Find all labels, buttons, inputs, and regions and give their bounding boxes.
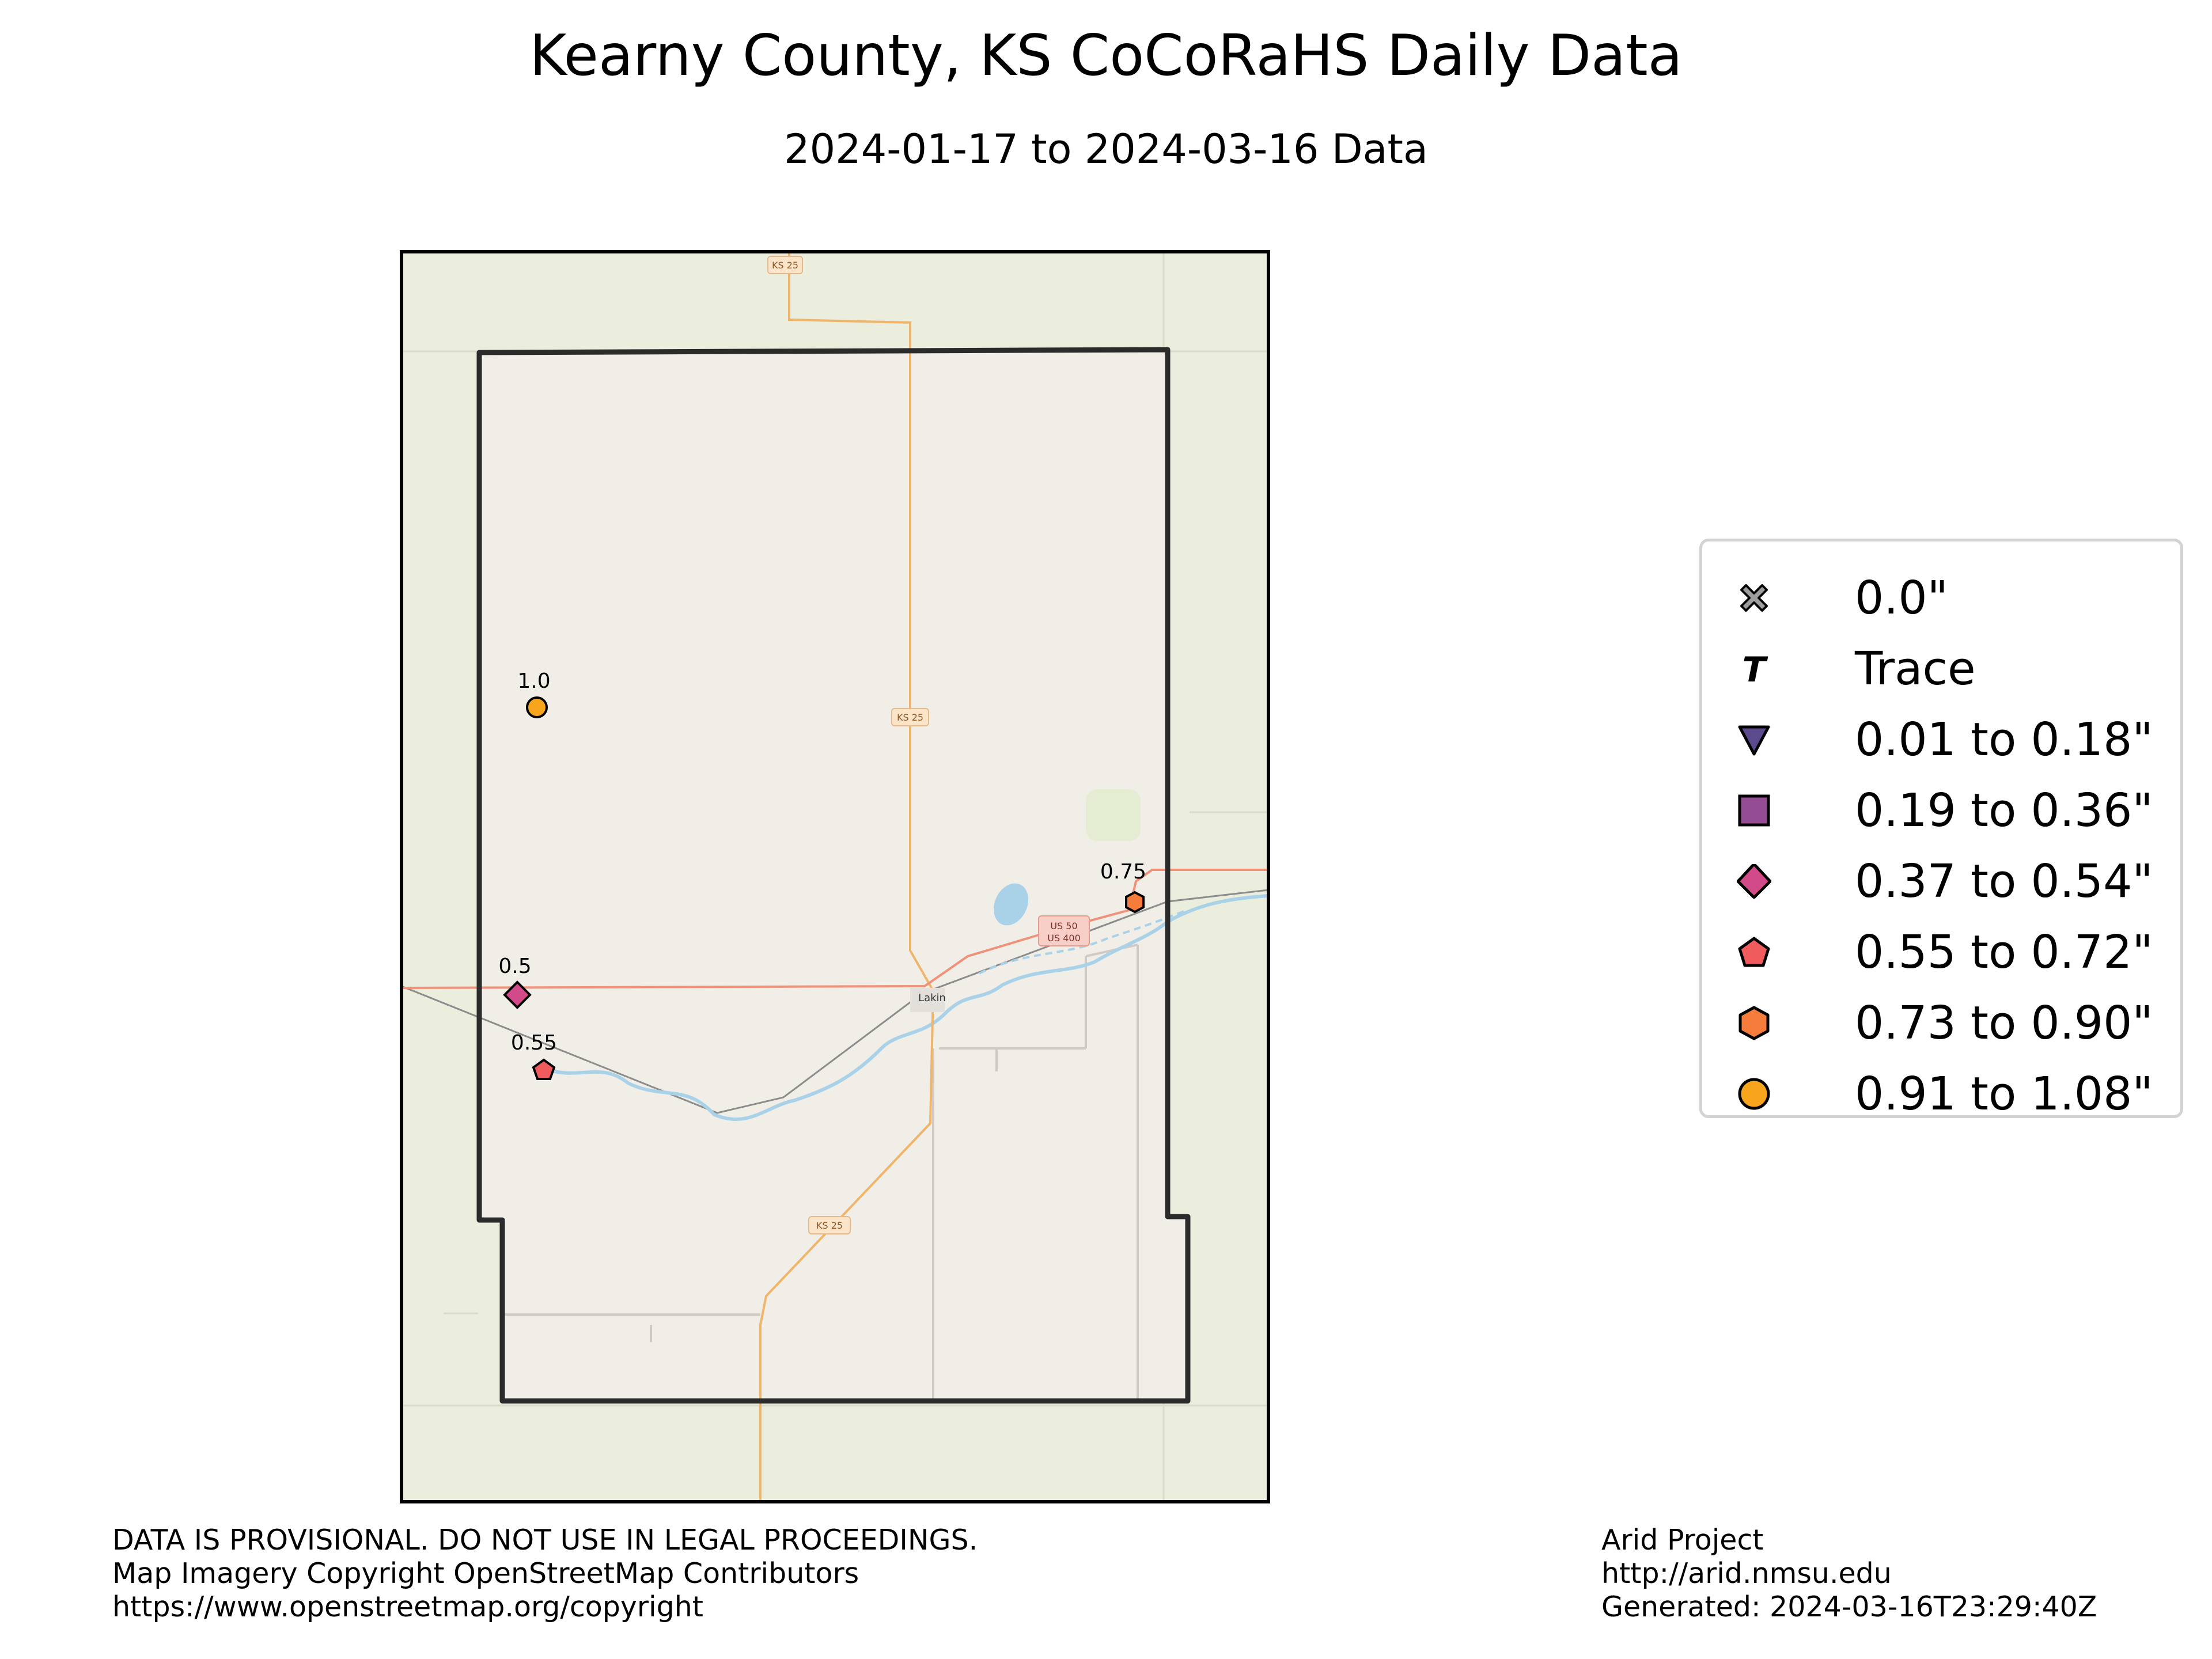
station-diamond-icon <box>503 980 532 1009</box>
lake <box>993 883 1029 926</box>
footer-line: DATA IS PROVISIONAL. DO NOT USE IN LEGAL… <box>112 1524 978 1556</box>
x-icon <box>1740 584 1768 612</box>
legend-label: 0.37 to 0.54" <box>1855 855 2153 908</box>
legend-item: 0.91 to 1.08" <box>1702 1059 2180 1128</box>
road-label: KS 25 <box>897 712 923 723</box>
footer-disclaimer: DATA IS PROVISIONAL. DO NOT USE IN LEGAL… <box>112 1524 978 1624</box>
footer-line: Map Imagery Copyright OpenStreetMap Cont… <box>112 1557 859 1590</box>
town-label: Lakin <box>918 992 946 1004</box>
station-value-label: 1.0 <box>517 669 550 693</box>
station-value-label: 0.75 <box>1100 860 1146 884</box>
footer-line: http://arid.nmsu.edu <box>1601 1557 1892 1590</box>
legend-item: T Trace <box>1702 634 2180 703</box>
map-frame <box>400 250 1270 1503</box>
legend-label: 0.91 to 1.08" <box>1855 1067 2153 1120</box>
diamond-icon <box>1737 864 1771 899</box>
triangle-down-icon <box>1738 725 1770 756</box>
legend-label: 0.01 to 0.18" <box>1855 713 2153 766</box>
legend: 0.0" T Trace 0.01 to 0.18" 0.19 to 0.36"… <box>1699 539 2183 1120</box>
station-value-label: 0.5 <box>498 955 531 978</box>
chart-subtitle: 2024-01-17 to 2024-03-16 Data <box>784 126 1428 173</box>
chart-title: Kearny County, KS CoCoRaHS Daily Data <box>529 23 1683 89</box>
station-hexagon-icon <box>1125 891 1145 914</box>
legend-item: 0.01 to 0.18" <box>1702 705 2180 774</box>
county-boundary <box>476 347 1191 1404</box>
legend-label: 0.73 to 0.90" <box>1855 997 2153 1050</box>
legend-item: 0.73 to 0.90" <box>1702 988 2180 1058</box>
road-label: US 400 <box>1047 933 1081 944</box>
footer-line: https://www.openstreetmap.org/copyright <box>112 1590 704 1623</box>
legend-label: 0.0" <box>1855 571 1948 624</box>
square-icon <box>1738 794 1770 827</box>
hexagon-icon <box>1738 1006 1770 1040</box>
footer-credits: Arid Project http://arid.nmsu.edu Genera… <box>1601 1524 2097 1624</box>
station-pentagon-icon <box>532 1058 556 1080</box>
pentagon-icon <box>1738 937 1770 967</box>
road-label: KS 25 <box>772 260 798 271</box>
road-label: KS 25 <box>816 1220 843 1231</box>
legend-label: 0.19 to 0.36" <box>1855 784 2153 837</box>
station-markers: 1.0 0.75 0.5 0.55 <box>498 669 1146 1080</box>
footer-line: Arid Project <box>1601 1524 1764 1556</box>
station-circle-icon <box>526 696 548 718</box>
legend-item: 0.19 to 0.36" <box>1702 776 2180 845</box>
footer-line: Generated: 2024-03-16T23:29:40Z <box>1601 1590 2097 1623</box>
legend-item: 0.37 to 0.54" <box>1702 847 2180 916</box>
county-fill <box>479 350 1188 1401</box>
station-marker: 0.75 <box>1100 860 1146 914</box>
road-shields: KS 25 KS 25 KS 25 US 50 US 400 <box>767 256 1090 1234</box>
circle-icon <box>1738 1078 1770 1110</box>
legend-item: 0.55 to 0.72" <box>1702 918 2180 987</box>
local-roads <box>502 944 1139 1401</box>
station-marker: 0.5 <box>498 955 532 1009</box>
road-label: US 50 <box>1050 921 1077 931</box>
station-marker: 1.0 <box>517 669 551 718</box>
station-value-label: 0.55 <box>511 1031 557 1055</box>
legend-label: Trace <box>1855 642 1976 695</box>
legend-label: 0.55 to 0.72" <box>1855 926 2153 979</box>
station-marker: 0.55 <box>511 1031 557 1080</box>
trace-t-icon: T <box>1743 652 1768 686</box>
legend-item: 0.0" <box>1702 563 2180 632</box>
arkansas-river <box>540 894 1269 1122</box>
svg-text:T: T <box>1743 652 1768 686</box>
